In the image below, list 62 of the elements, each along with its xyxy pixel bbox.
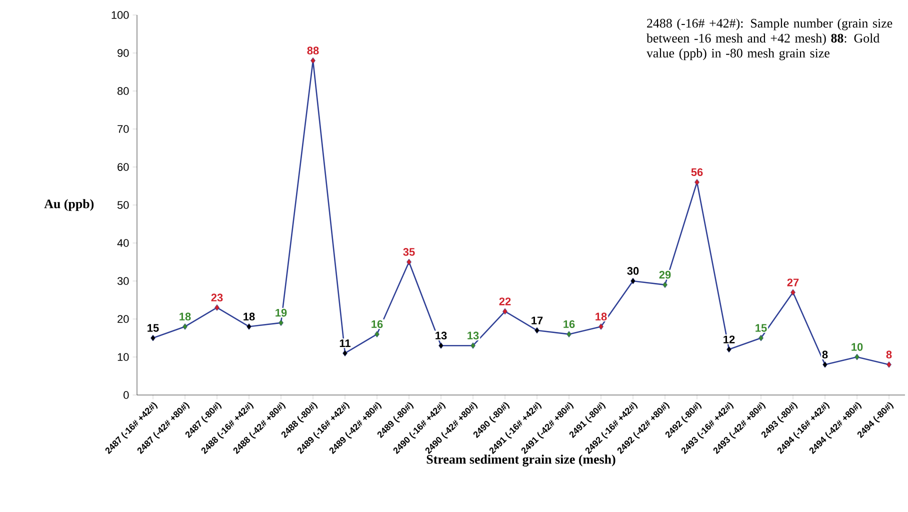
data-label: 29 — [659, 270, 671, 279]
y-tick-label: 50 — [117, 201, 129, 209]
y-tick-label: 20 — [118, 315, 129, 323]
point — [502, 308, 508, 315]
y-tick-label: 40 — [117, 239, 129, 247]
point — [758, 334, 764, 342]
point — [438, 342, 444, 349]
data-label: 19 — [276, 308, 287, 317]
point — [598, 323, 604, 330]
point — [694, 179, 700, 186]
point — [822, 361, 828, 368]
point — [886, 361, 892, 368]
y-tick-label: 0 — [124, 391, 129, 399]
data-label: 22 — [499, 298, 511, 306]
x-axis-title: Stream sediment grain size (mesh) — [426, 454, 616, 466]
y-tick-label: 70 — [118, 125, 129, 133]
data-label: 88 — [307, 46, 319, 54]
y-tick-label: 30 — [117, 277, 129, 285]
y-axis-title: Au (ppb) — [44, 199, 94, 211]
y-tick-label: 10 — [118, 353, 129, 361]
data-label: 12 — [724, 336, 735, 344]
data-label: 23 — [211, 294, 223, 302]
point — [310, 57, 316, 64]
point — [214, 304, 220, 311]
data-label: 18 — [596, 312, 607, 320]
point — [182, 323, 188, 330]
point — [150, 334, 156, 342]
data-label: 15 — [756, 324, 767, 332]
point — [630, 278, 636, 284]
point — [406, 258, 412, 266]
data-label: 16 — [564, 320, 575, 328]
data-label: 13 — [436, 332, 447, 340]
point — [566, 331, 572, 338]
y-tick-label: 80 — [118, 87, 129, 95]
data-label: 11 — [340, 339, 350, 348]
data-label: 30 — [627, 267, 639, 275]
point — [246, 323, 252, 330]
y-tick-label: 100 — [112, 11, 129, 19]
point — [534, 327, 540, 334]
point — [470, 342, 476, 349]
point — [790, 289, 796, 296]
data-label: 56 — [691, 168, 703, 176]
data-label: 8 — [886, 350, 892, 358]
data-label: 18 — [180, 312, 191, 320]
point — [726, 346, 732, 353]
point — [662, 282, 668, 288]
point — [342, 350, 348, 356]
data-label: 18 — [244, 312, 255, 320]
data-label: 10 — [852, 343, 863, 351]
point — [374, 331, 380, 338]
point — [854, 354, 860, 360]
y-tick-label: 90 — [118, 49, 129, 57]
y-tick-label: 60 — [118, 163, 129, 171]
data-label: 13 — [468, 332, 479, 340]
data-label: 27 — [787, 278, 799, 286]
point — [278, 320, 284, 326]
data-label: 16 — [372, 320, 383, 328]
data-label: 15 — [148, 324, 159, 332]
data-label: 8 — [822, 350, 828, 358]
data-label: 17 — [532, 316, 543, 324]
data-label: 35 — [403, 248, 415, 256]
text: 2488 (-16# +42#): Sample number (grain size between -16 mesh and +42 mesh) 88: Gold value (ppb) in -80 mesh grain size — [646, 18, 892, 60]
